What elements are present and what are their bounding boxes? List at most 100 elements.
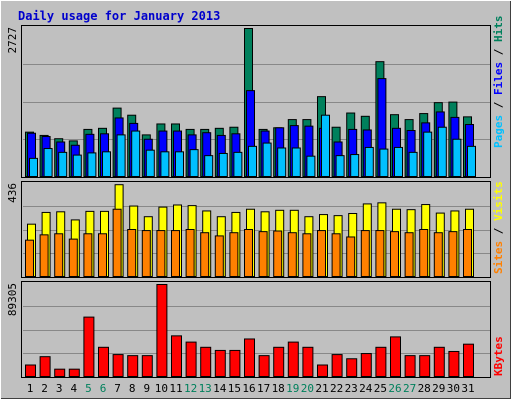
x-tick-label: 31 [461, 382, 474, 395]
legend-files: Files [492, 62, 505, 95]
x-tick-label: 10 [155, 382, 168, 395]
bar-pages [467, 145, 476, 177]
bar-sites [39, 234, 49, 277]
bar-pages [233, 151, 243, 177]
bar-pages [87, 152, 97, 177]
bar-sites [390, 231, 399, 277]
x-tick-label: 23 [345, 382, 358, 395]
bar-pages [248, 145, 257, 177]
bar-kbytes [25, 364, 36, 378]
x-tick-label: 4 [70, 382, 77, 395]
bar-kbytes [258, 355, 270, 378]
x-tick-label: 17 [257, 382, 270, 395]
x-tick-label: 29 [432, 382, 445, 395]
bar-pages [379, 148, 389, 178]
bar-pages [291, 147, 301, 178]
bar-pages [72, 154, 82, 178]
bar-sites [185, 229, 195, 277]
x-tick-label: 9 [143, 382, 150, 395]
x-tick-label: 12 [184, 382, 197, 395]
bar-pages [204, 155, 214, 178]
bar-sites [375, 230, 385, 277]
bar-kbytes [54, 368, 66, 378]
bar-sites [127, 229, 137, 277]
bar-pages [335, 155, 345, 178]
bar-sites [244, 229, 253, 277]
x-tick-label: 21 [315, 382, 328, 395]
bar-pages [116, 134, 126, 178]
bar-kbytes [229, 349, 241, 378]
x-tick-label: 26 [388, 382, 401, 395]
y-axis-max-hits: 2727 [6, 27, 19, 54]
bar-sites [200, 232, 210, 277]
bar-pages [102, 151, 111, 177]
bar-kbytes [287, 341, 299, 378]
x-tick-label: 3 [56, 382, 63, 395]
bar-kbytes [273, 346, 285, 377]
bar-kbytes [390, 336, 401, 378]
bar-sites [448, 231, 458, 277]
bar-kbytes [39, 356, 51, 377]
x-tick-label: 2 [41, 382, 48, 395]
bar-kbytes [433, 346, 445, 377]
bar-kbytes [112, 354, 124, 378]
x-tick-label: 28 [418, 382, 431, 395]
bar-sites [360, 230, 370, 277]
bar-kbytes [127, 355, 139, 378]
bar-kbytes [171, 335, 182, 378]
x-axis-labels: 1 2 3 4 5 6 7 8 9 10 11 12 13 14 15 16 17 18 19 20 21 22 23 24 2… [27, 382, 475, 395]
bar-pages [262, 142, 272, 178]
bar-sites [404, 232, 414, 277]
x-tick-label: 6 [100, 382, 107, 395]
bar-kbytes [83, 316, 95, 378]
legend-sites: Sites [492, 241, 505, 274]
bar-kbytes [331, 354, 343, 378]
legend-sep-1: / [492, 95, 505, 115]
bar-kbytes [404, 355, 416, 378]
x-tick-label: 18 [272, 382, 285, 395]
bar-sites [171, 230, 180, 277]
bar-sites [433, 232, 443, 277]
legend-hits: Hits [492, 16, 505, 43]
x-tick-label: 13 [199, 382, 212, 395]
bar-sites [331, 233, 341, 277]
x-tick-label: 5 [85, 382, 92, 395]
x-tick-label: 19 [286, 382, 299, 395]
bar-sites [419, 229, 429, 277]
bars-layer [25, 28, 476, 378]
bar-pages [306, 155, 316, 178]
x-tick-label: 20 [301, 382, 314, 395]
bar-pages [189, 149, 199, 178]
x-tick-label: 15 [228, 382, 241, 395]
bar-pages [423, 131, 433, 177]
bar-kbytes [302, 346, 314, 377]
x-tick-label: 8 [129, 382, 136, 395]
y-axis-max-visits: 436 [6, 183, 19, 203]
bar-kbytes [244, 338, 255, 377]
bar-kbytes [185, 341, 197, 378]
legend-kbytes: KBytes [492, 336, 505, 376]
bar-kbytes [141, 355, 153, 378]
bar-sites [141, 230, 151, 277]
bar-pages [29, 157, 38, 177]
bar-sites [346, 236, 356, 277]
bar-kbytes [98, 346, 109, 377]
bar-pages [437, 126, 447, 177]
x-tick-label: 11 [169, 382, 182, 395]
bar-pages [408, 151, 418, 177]
x-tick-label: 27 [403, 382, 416, 395]
legend-visits: Visits [492, 181, 505, 221]
legend-visits-panel: Sites / Visits [492, 181, 505, 274]
bar-pages [394, 146, 403, 177]
bar-kbytes [317, 364, 328, 378]
bar-sites [229, 232, 239, 277]
bar-sites [287, 232, 297, 277]
bar-sites [156, 230, 166, 277]
x-tick-label: 1 [27, 382, 34, 395]
bar-sites [83, 233, 93, 277]
bar-sites [302, 233, 312, 277]
bar-kbytes [463, 343, 474, 377]
legend-sep-3: / [492, 221, 505, 241]
legend-pages: Pages [492, 115, 505, 148]
bar-kbytes [448, 350, 460, 378]
